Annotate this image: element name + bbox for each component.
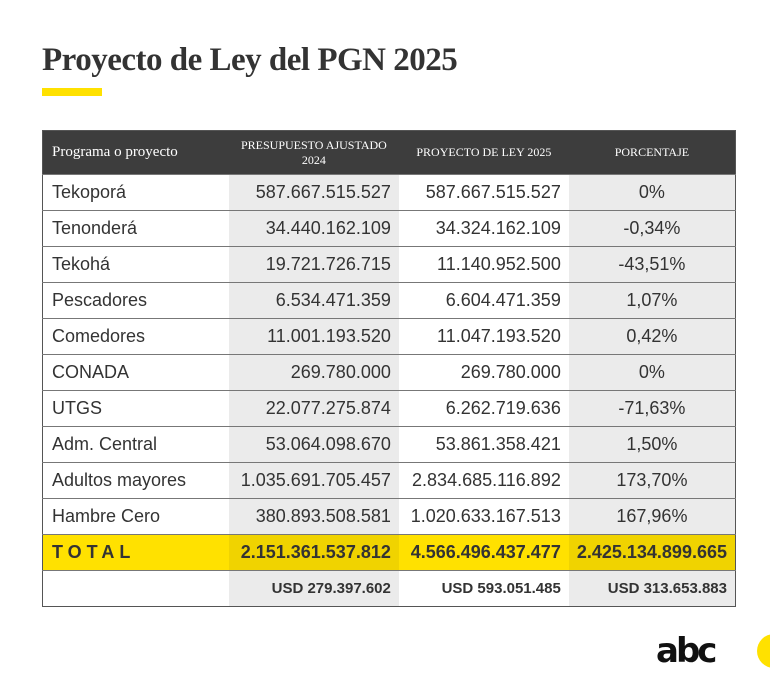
porcentaje-cell: 0%: [568, 174, 736, 211]
table-row: USD 279.397.602 USD 593.051.485 USD 313.65…: [42, 570, 736, 607]
proyecto-2025-cell: 4.566.496.437.477: [398, 534, 569, 571]
proyecto-2025-cell: USD 593.051.485: [398, 570, 569, 607]
presupuesto-2024-cell: USD 279.397.602: [228, 570, 399, 607]
porcentaje-cell: -0,34%: [568, 210, 736, 247]
porcentaje-cell: 1,50%: [568, 426, 736, 463]
porcentaje-cell: 1,07%: [568, 282, 736, 319]
table-row: Adultos mayores 1.035.691.705.457 2.834.68…: [42, 462, 736, 499]
program-name-cell: Tekoporá: [42, 174, 229, 211]
porcentaje-cell: 167,96%: [568, 498, 736, 535]
program-name-cell: UTGS: [42, 390, 229, 427]
proyecto-2025-cell: 6.262.719.636: [398, 390, 569, 427]
proyecto-2025-cell: 2.834.685.116.892: [398, 462, 569, 499]
porcentaje-cell: 0,42%: [568, 318, 736, 355]
header-program: Programa o proyecto: [42, 130, 229, 175]
table-row: TOTAL 2.151.361.537.812 4.566.496.437.477 2…: [42, 534, 736, 571]
presupuesto-2024-cell: 19.721.726.715: [228, 246, 399, 283]
program-name-cell: Comedores: [42, 318, 229, 355]
porcentaje-cell: -43,51%: [568, 246, 736, 283]
proyecto-2025-cell: 587.667.515.527: [398, 174, 569, 211]
presupuesto-2024-cell: 11.001.193.520: [228, 318, 399, 355]
presupuesto-2024-cell: 22.077.275.874: [228, 390, 399, 427]
presupuesto-2024-cell: 6.534.471.359: [228, 282, 399, 319]
proyecto-2025-cell: 269.780.000: [398, 354, 569, 391]
table-row: CONADA 269.780.000 269.780.000 0%: [42, 354, 736, 391]
program-name-cell: Hambre Cero: [42, 498, 229, 535]
page-title: Proyecto de Ley del PGN 2025: [42, 42, 458, 78]
proyecto-2025-cell: 53.861.358.421: [398, 426, 569, 463]
table-row: Adm. Central 53.064.098.670 53.861.358.421…: [42, 426, 736, 463]
proyecto-2025-cell: 6.604.471.359: [398, 282, 569, 319]
porcentaje-cell: 173,70%: [568, 462, 736, 499]
program-name-cell: Tenonderá: [42, 210, 229, 247]
proyecto-2025-cell: 34.324.162.109: [398, 210, 569, 247]
presupuesto-2024-cell: 587.667.515.527: [228, 174, 399, 211]
title-underline: [42, 88, 102, 96]
abc-logo: abc: [656, 631, 717, 671]
program-name-cell: Adultos mayores: [42, 462, 229, 499]
table-row: Comedores 11.001.193.520 11.047.193.520 0,4…: [42, 318, 736, 355]
table-row: Hambre Cero 380.893.508.581 1.020.633.167.…: [42, 498, 736, 535]
porcentaje-cell: USD 313.653.883: [568, 570, 736, 607]
presupuesto-2024-cell: 53.064.098.670: [228, 426, 399, 463]
logo-yellow-circle: [757, 634, 770, 668]
proyecto-2025-cell: 11.140.952.500: [398, 246, 569, 283]
header-presupuesto-2024: PRESUPUESTO AJUSTADO 2024: [228, 130, 399, 175]
table-row: Pescadores 6.534.471.359 6.604.471.359 1,07…: [42, 282, 736, 319]
proyecto-2025-cell: 11.047.193.520: [398, 318, 569, 355]
program-name-cell: CONADA: [42, 354, 229, 391]
presupuesto-2024-cell: 269.780.000: [228, 354, 399, 391]
budget-table: Programa o proyecto PRESUPUESTO AJUSTADO…: [42, 130, 736, 607]
presupuesto-2024-cell: 2.151.361.537.812: [228, 534, 399, 571]
table-row: UTGS 22.077.275.874 6.262.719.636 -71,63%: [42, 390, 736, 427]
porcentaje-cell: 2.425.134.899.665: [568, 534, 736, 571]
table-row: Tekoporá 587.667.515.527 587.667.515.527 0%: [42, 174, 736, 211]
program-name-cell: TOTAL: [42, 534, 229, 571]
table-row: Tekohá 19.721.726.715 11.140.952.500 -43,51…: [42, 246, 736, 283]
header-proyecto-2025: PROYECTO DE LEY 2025: [398, 130, 569, 175]
table-header: Programa o proyecto PRESUPUESTO AJUSTADO…: [42, 130, 736, 175]
porcentaje-cell: 0%: [568, 354, 736, 391]
program-name-cell: [42, 570, 229, 607]
presupuesto-2024-cell: 380.893.508.581: [228, 498, 399, 535]
proyecto-2025-cell: 1.020.633.167.513: [398, 498, 569, 535]
presupuesto-2024-cell: 1.035.691.705.457: [228, 462, 399, 499]
program-name-cell: Tekohá: [42, 246, 229, 283]
porcentaje-cell: -71,63%: [568, 390, 736, 427]
presupuesto-2024-cell: 34.440.162.109: [228, 210, 399, 247]
header-porcentaje: PORCENTAJE: [568, 130, 736, 175]
table-row: Tenonderá 34.440.162.109 34.324.162.109 -0,…: [42, 210, 736, 247]
program-name-cell: Adm. Central: [42, 426, 229, 463]
program-name-cell: Pescadores: [42, 282, 229, 319]
